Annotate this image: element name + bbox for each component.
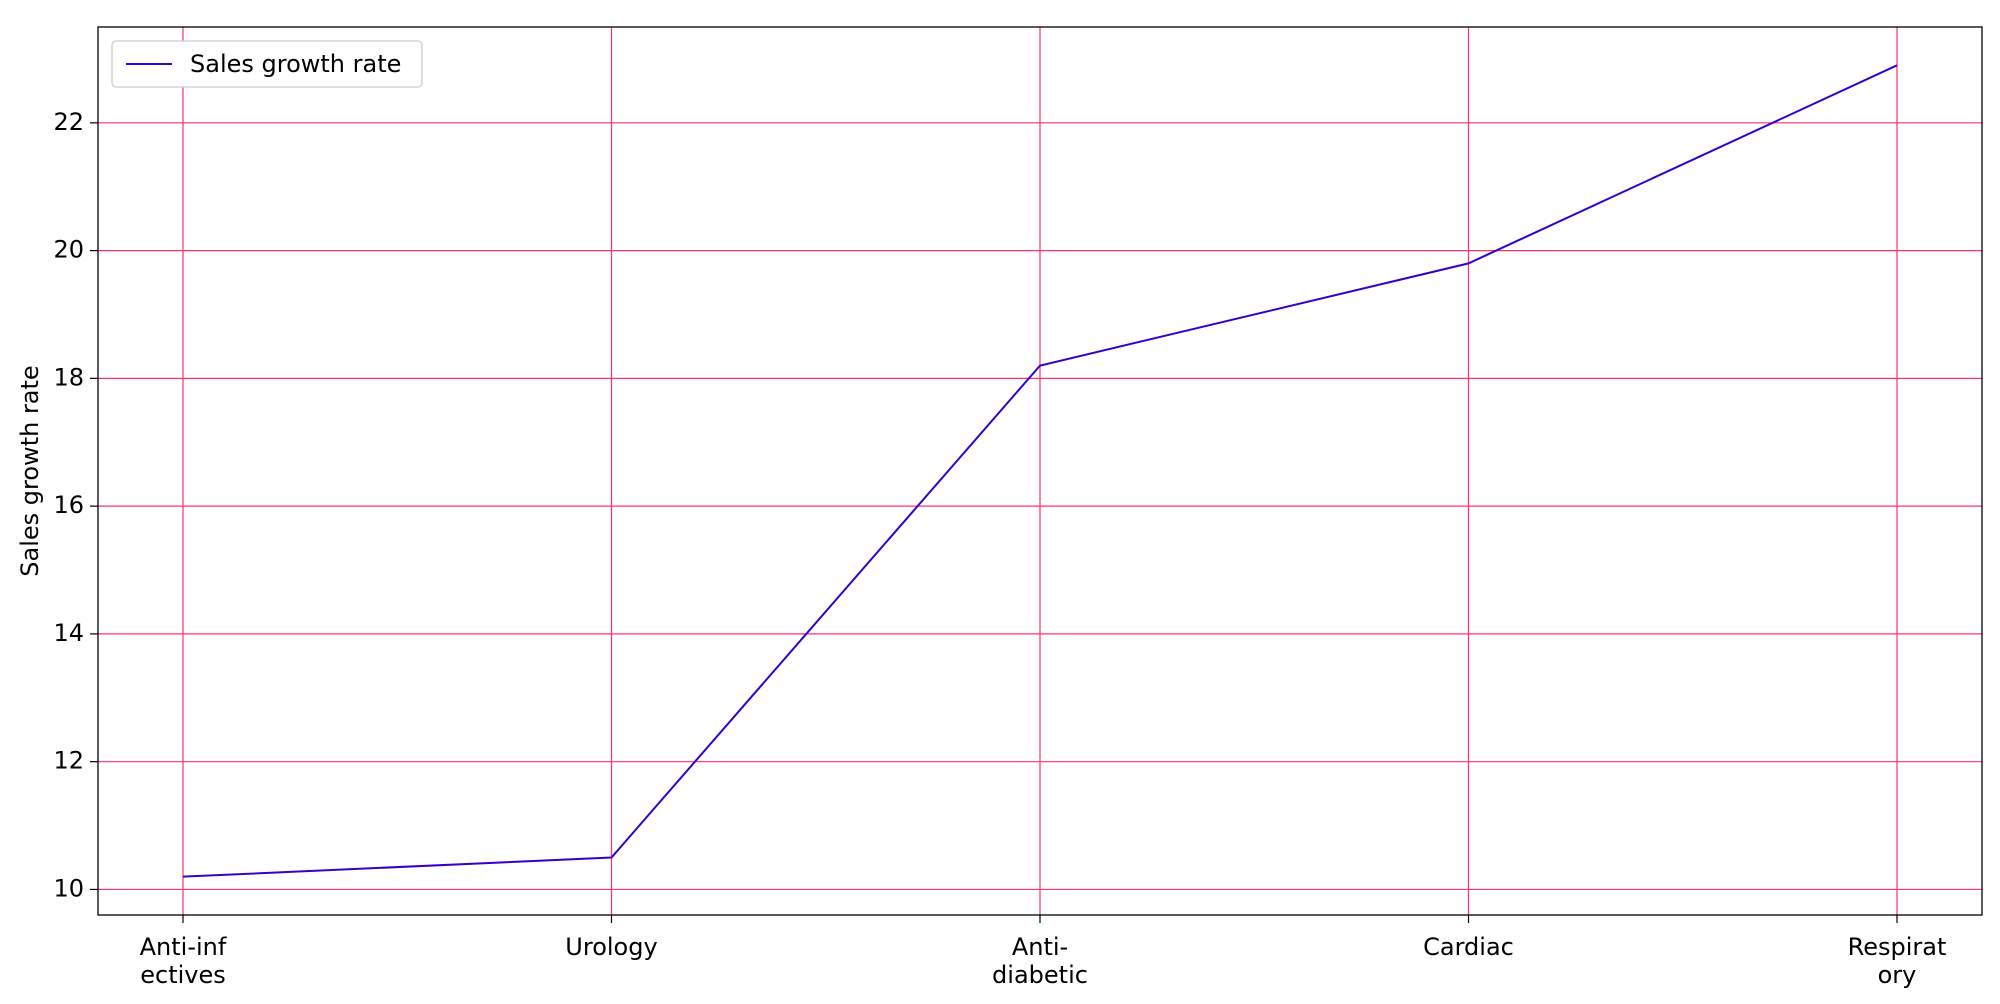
y-tick-label: 14 [53, 619, 84, 647]
x-tick-label: Urology [565, 933, 657, 961]
y-tick-label: 12 [53, 747, 84, 775]
y-tick-label: 20 [53, 236, 84, 264]
y-tick-label: 16 [53, 491, 84, 519]
grid [98, 27, 1982, 915]
legend: Sales growth rate [112, 41, 422, 87]
legend-label: Sales growth rate [190, 50, 401, 78]
y-axis-label: Sales growth rate [16, 365, 44, 576]
y-tick-label: 22 [53, 108, 84, 136]
x-tick-label: Cardiac [1423, 933, 1514, 961]
y-tick-label: 10 [53, 874, 84, 902]
y-axis: 10 12 14 16 18 20 22 [53, 108, 98, 903]
y-tick-label: 18 [53, 363, 84, 391]
x-tick-label: Anti-diabetic [992, 933, 1088, 989]
